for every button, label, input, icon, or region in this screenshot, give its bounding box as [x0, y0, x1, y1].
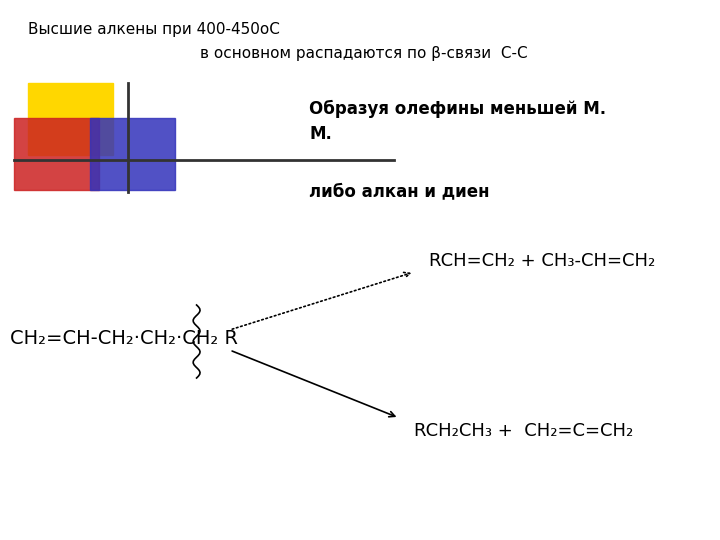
Text: RCH=CH₂ + CH₃-CH=CH₂: RCH=CH₂ + CH₃-CH=CH₂ — [429, 252, 655, 270]
Text: либо алкан и диен: либо алкан и диен — [310, 182, 490, 200]
Text: Высшие алкены при 400-450оС: Высшие алкены при 400-450оС — [28, 22, 280, 37]
Bar — [14, 118, 99, 190]
Text: CH₂=CH-CH₂·CH₂·CH₂ R: CH₂=CH-CH₂·CH₂·CH₂ R — [10, 328, 238, 348]
Bar — [28, 83, 113, 155]
Bar — [90, 118, 175, 190]
Text: Образуя олефины меньшей М.
М.: Образуя олефины меньшей М. М. — [310, 100, 606, 143]
Text: RCH₂CH₃ +  CH₂=C=CH₂: RCH₂CH₃ + CH₂=C=CH₂ — [414, 422, 634, 440]
Text: в основном распадаются по β-связи  С-С: в основном распадаются по β-связи С-С — [199, 46, 527, 61]
